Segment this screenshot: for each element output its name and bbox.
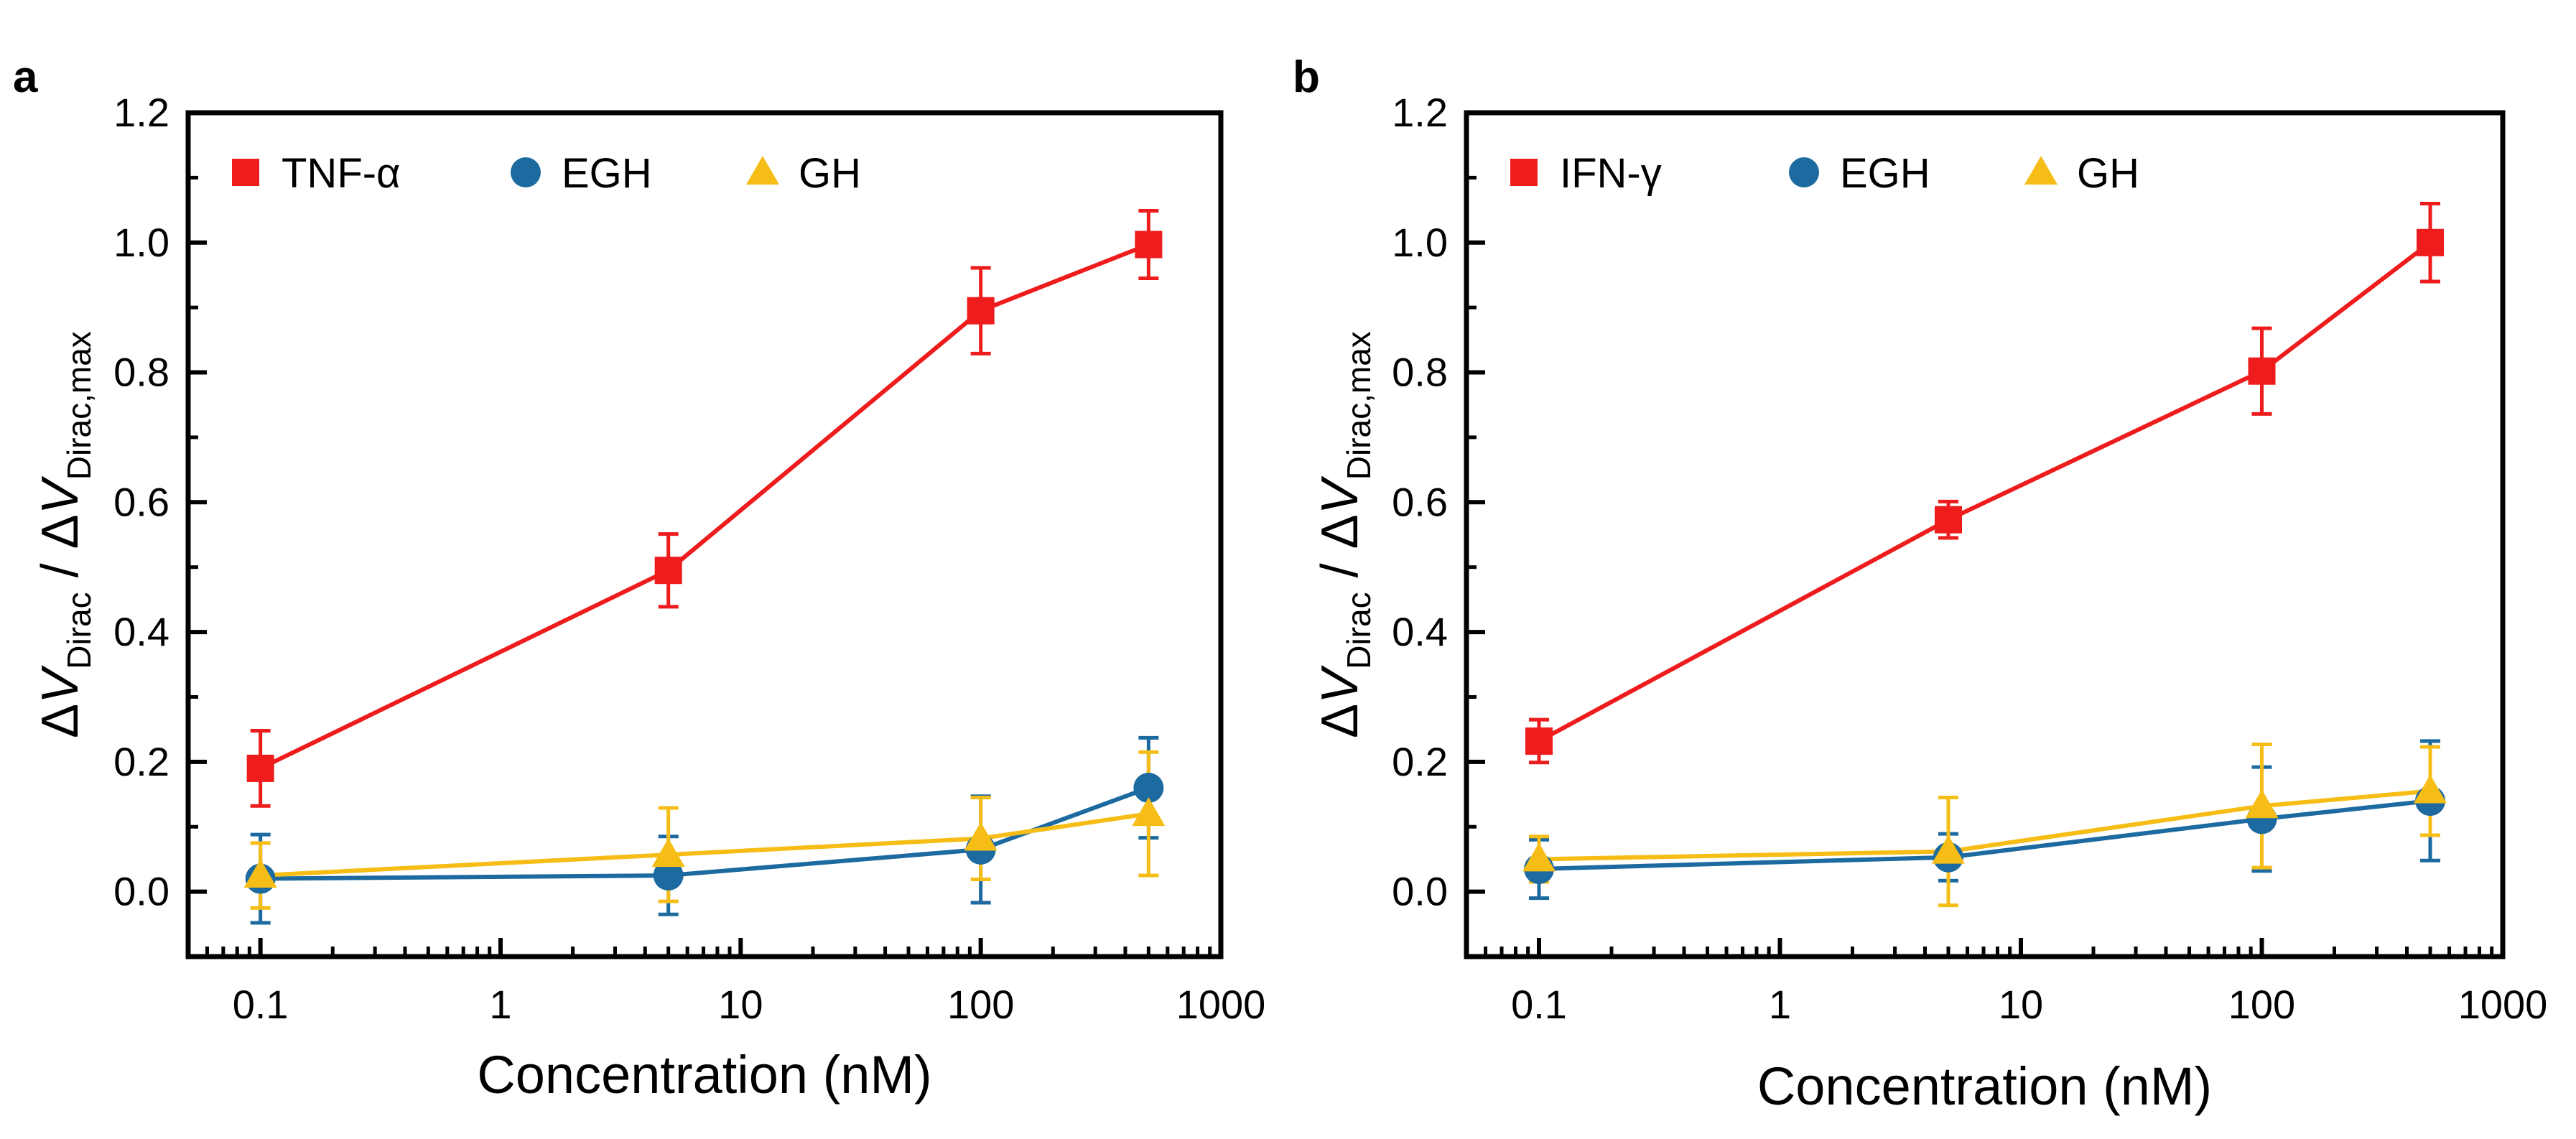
- panel-b-x-tick-label: 0.1: [1511, 982, 1567, 1027]
- y-axis-label-part: /: [32, 549, 89, 592]
- panel-a-data-point-0: [246, 754, 274, 782]
- y-axis-label-part: Dirac,max: [1340, 331, 1377, 480]
- panel-b-data-point-2: [2414, 774, 2447, 804]
- y-axis-label-part: Δ: [32, 514, 89, 549]
- panel-b-y-tick-label: 0.4: [1392, 609, 1448, 654]
- panel-a-data-point-2: [964, 822, 998, 851]
- y-axis-label-part: V: [1311, 475, 1369, 514]
- panel-a-plot-frame: [185, 110, 1224, 959]
- y-axis-label-part: Dirac: [60, 592, 98, 669]
- panel-b-data-point-2: [1522, 842, 1556, 872]
- panel-b-y-tick-label: 0.2: [1392, 739, 1448, 784]
- panel-a-y-tick-label: 1.0: [113, 220, 169, 265]
- panel-a-data-point-0: [967, 297, 995, 325]
- panel-b-x-tick-label: 10: [1999, 982, 2043, 1027]
- panel-b-data-point-0: [2417, 228, 2445, 256]
- panel-b-y-tick-label: 0.0: [1392, 869, 1448, 914]
- chart-panel-a: a 0.0 0.2 0.4 0.6 0.8 1.0 1.2 0.1 1 10 100 1000 TNF-α…: [13, 52, 1265, 1105]
- panel-a-legend-marker-1: [511, 157, 541, 187]
- panel-b-legend-marker-0: [1510, 159, 1538, 186]
- panel-b-data-point-0: [1525, 727, 1553, 755]
- panel-a-data-point-1: [1133, 773, 1164, 803]
- panel-b-data-point-2: [2245, 789, 2279, 819]
- panel-a-x-tick-label: 0.1: [233, 982, 289, 1027]
- panel-b-panel-label: b: [1293, 52, 1320, 102]
- panel-b-legend-label-0: IFN-γ: [1560, 150, 1662, 197]
- y-axis-label-part: Dirac,max: [60, 331, 98, 480]
- panel-a-x-tick-label: 1: [489, 982, 511, 1027]
- y-axis-label-part: V: [1311, 665, 1369, 704]
- panel-a-y-tick-label: 0.8: [113, 350, 169, 395]
- panel-b-legend-marker-2: [2024, 156, 2057, 185]
- panel-a-x-tick-label: 10: [718, 982, 763, 1027]
- panel-a-x-tick-label: 1000: [1176, 982, 1266, 1027]
- panel-b-x-tick-label: 1000: [2458, 982, 2548, 1027]
- panel-a-series-line-0: [259, 242, 1150, 771]
- panel-a-legend-label-0: TNF-α: [282, 150, 401, 197]
- y-axis-label-part: V: [32, 665, 89, 704]
- y-axis-label-part: Δ: [32, 704, 89, 738]
- panel-b-plot-frame: [1464, 110, 2506, 959]
- panel-a-legend-label-1: EGH: [562, 150, 652, 197]
- panel-a-data-point-2: [243, 859, 277, 888]
- panel-a-data-point-2: [1132, 797, 1166, 827]
- panel-b-x-tick-label: 100: [2228, 982, 2295, 1027]
- y-axis-label-part: Δ: [1311, 514, 1369, 549]
- panel-a-data-point-1: [653, 860, 684, 891]
- panel-b-y-tick-label: 0.6: [1392, 479, 1448, 524]
- panel-a-y-tick-label: 0.6: [113, 479, 169, 524]
- panel-a-data-point-2: [651, 838, 685, 868]
- panel-a-y-axis-label: ΔVDirac / ΔVDirac,max: [32, 331, 98, 738]
- panel-a-x-tick-label: 100: [947, 982, 1014, 1027]
- panel-b-y-tick-label: 0.8: [1392, 350, 1448, 395]
- y-axis-label-part: V: [32, 475, 89, 514]
- y-axis-label-part: Dirac: [1340, 592, 1377, 669]
- panel-b-series-line-0: [1538, 241, 2432, 743]
- panel-a-x-axis-label: Concentration (nM): [477, 1045, 931, 1105]
- panel-a-series-line-2: [260, 812, 1149, 878]
- chart-panel-b: b 0.0 0.2 0.4 0.6 0.8 1.0 1.2 0.1 1 10 100 1000 IFN-γ…: [1293, 52, 2547, 1116]
- panel-b-x-axis-label: Concentration (nM): [1757, 1056, 2212, 1116]
- panel-b-series-line-1: [1538, 799, 2431, 871]
- panel-a-panel-label: a: [13, 52, 38, 102]
- panel-b-x-tick-label: 1: [1769, 982, 1791, 1027]
- panel-b-legend-label-1: EGH: [1840, 150, 1930, 197]
- panel-b-y-tick-label: 1.2: [1392, 90, 1448, 135]
- panel-a-y-tick-label: 0.2: [113, 739, 169, 784]
- panel-b-y-axis-label: ΔVDirac / ΔVDirac,max: [1311, 331, 1377, 738]
- panel-b-data-point-0: [2248, 357, 2276, 385]
- panel-a-y-tick-label: 0.4: [113, 609, 169, 654]
- panel-b-legend-label-2: GH: [2077, 150, 2139, 197]
- panel-a-legend-marker-2: [746, 156, 779, 185]
- y-axis-label-part: Δ: [1311, 704, 1369, 738]
- panel-a-y-tick-label: 0.0: [113, 869, 169, 914]
- panel-b-data-point-0: [1935, 506, 1963, 534]
- panel-b-data-point-2: [1932, 835, 1966, 864]
- panel-b-y-tick-label: 1.0: [1392, 220, 1448, 265]
- panel-a-data-point-0: [654, 557, 682, 585]
- panel-b-legend-marker-1: [1789, 157, 1819, 187]
- panel-a-data-point-0: [1135, 231, 1163, 259]
- panel-a-legend-label-2: GH: [799, 150, 861, 197]
- panel-a-series-line-1: [260, 786, 1150, 881]
- panel-a-y-tick-label: 1.2: [113, 90, 169, 135]
- panel-a-legend-marker-0: [232, 159, 259, 186]
- panel-b-series-line-2: [1538, 789, 2431, 862]
- y-axis-label-part: /: [1311, 549, 1369, 592]
